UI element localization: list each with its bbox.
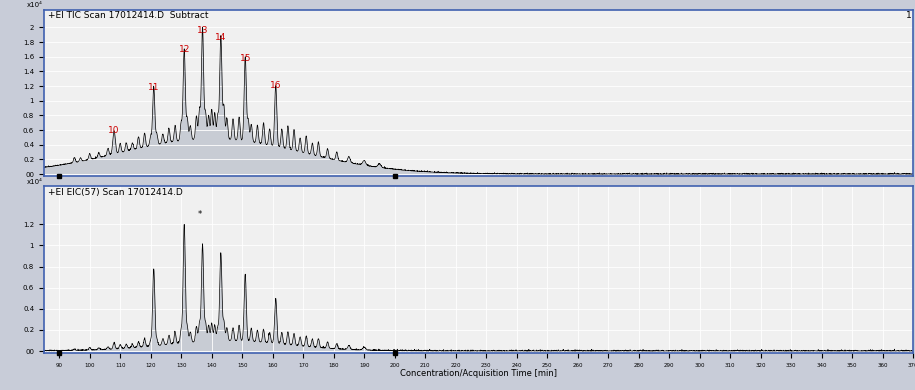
Text: 13: 13 [197,26,209,35]
Text: 16: 16 [270,82,282,90]
Text: 14: 14 [215,33,227,42]
Text: 10: 10 [108,126,120,135]
Text: *: * [198,210,201,219]
Text: 15: 15 [240,53,251,62]
Text: +EI EIC(57) Scan 17012414.D: +EI EIC(57) Scan 17012414.D [48,188,183,197]
Text: 1: 1 [906,11,911,20]
X-axis label: Concentration/Acquisition Time [min]: Concentration/Acquisition Time [min] [400,369,557,378]
Text: x10⁴: x10⁴ [27,2,43,8]
Text: +EI TIC Scan 17012414.D  Subtract: +EI TIC Scan 17012414.D Subtract [48,11,209,20]
Text: 12: 12 [178,45,190,54]
Text: 11: 11 [148,83,159,92]
Text: x10⁴: x10⁴ [27,179,43,185]
